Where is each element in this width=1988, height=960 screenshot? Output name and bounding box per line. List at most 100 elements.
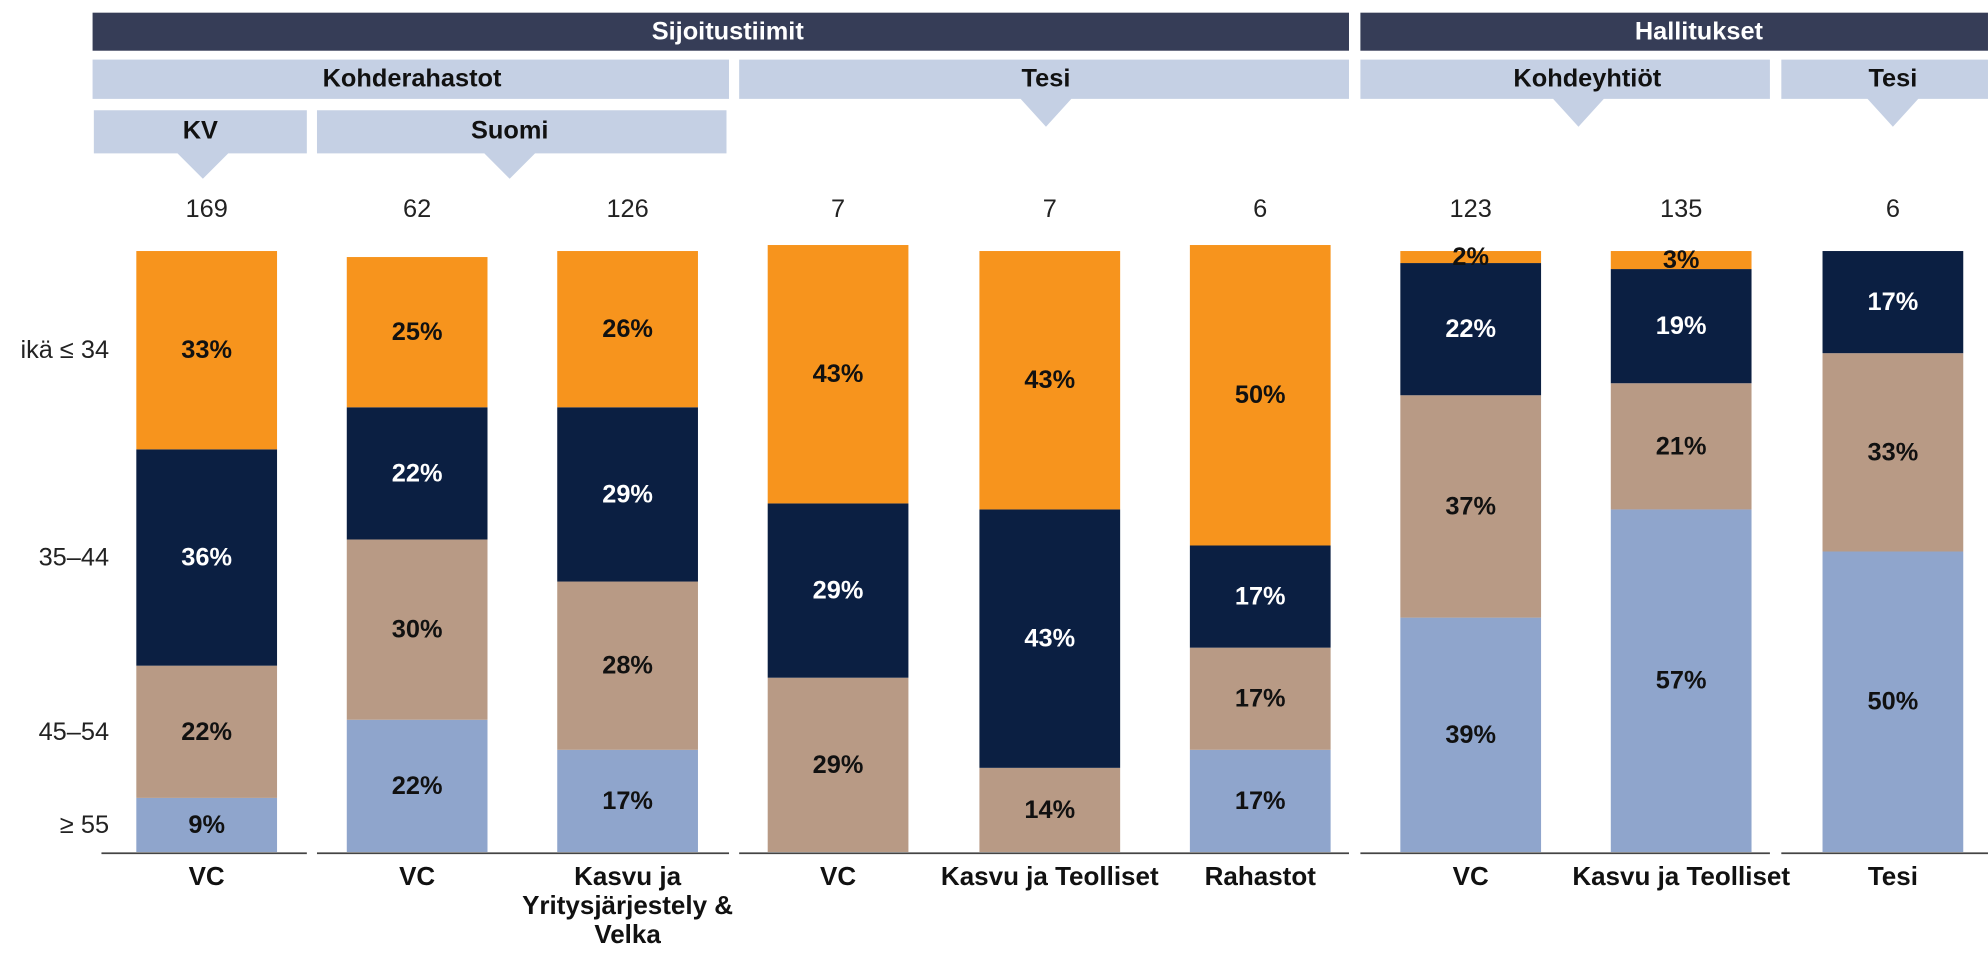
- count-label: 6: [1886, 195, 1900, 223]
- bar-segment: [767, 503, 909, 678]
- bar-segment: [1610, 383, 1752, 510]
- count-label: 169: [186, 195, 228, 223]
- value-label: 43%: [1024, 625, 1075, 653]
- value-label: 22%: [392, 772, 443, 800]
- bar-segment: [346, 539, 488, 720]
- count-label: 123: [1450, 195, 1492, 223]
- bar-segment: [1822, 251, 1964, 354]
- value-label: 17%: [1235, 787, 1286, 815]
- value-label: 2%: [1452, 243, 1489, 271]
- bar-segment: [979, 509, 1121, 768]
- group-label: Sijoitustiimit: [652, 18, 805, 46]
- bar-segment: [557, 749, 698, 852]
- subheader-bar: [739, 59, 1349, 127]
- category-label: VC: [1452, 861, 1489, 892]
- value-label: 29%: [813, 577, 864, 605]
- value-label: 17%: [602, 787, 653, 815]
- count-label: 135: [1660, 195, 1702, 223]
- value-label: 3%: [1663, 246, 1700, 274]
- bar-segment: [136, 797, 278, 852]
- value-label: 29%: [602, 480, 653, 508]
- bar-segment: [767, 245, 909, 504]
- bar-segment: [1400, 617, 1542, 852]
- category-label: VC: [399, 861, 436, 892]
- value-label: 33%: [181, 336, 232, 364]
- bar-segment: [979, 767, 1121, 852]
- bar-segment: [346, 407, 488, 540]
- bar-segment: [979, 251, 1121, 510]
- bar-segment: [557, 407, 698, 582]
- value-label: 22%: [181, 718, 232, 746]
- count-label: 126: [606, 195, 648, 223]
- bar-segment: [767, 677, 909, 852]
- value-label: 37%: [1445, 492, 1496, 520]
- count-label: 6: [1253, 195, 1267, 223]
- category-label: Rahastot: [1204, 861, 1316, 892]
- bar-segment: [1189, 245, 1331, 546]
- category-label: VC: [188, 861, 225, 892]
- bar-segment: [557, 251, 698, 408]
- category-label: Kasvu ja Yritysjärjestely & Velka: [522, 861, 734, 950]
- value-label: 30%: [392, 616, 443, 644]
- subgroup-label: Tesi: [1022, 65, 1071, 93]
- header-bar: [92, 12, 1349, 51]
- subgroup-label: Kohdeyhtiöt: [1513, 65, 1661, 93]
- value-label: 22%: [1445, 315, 1496, 343]
- bar-segment: [136, 251, 278, 450]
- bar-segment: [136, 449, 278, 666]
- value-label: 26%: [602, 315, 653, 343]
- value-label: 19%: [1656, 312, 1707, 340]
- category-label: Tesi: [1867, 861, 1918, 892]
- value-label: 50%: [1235, 381, 1286, 409]
- value-label: 17%: [1235, 685, 1286, 713]
- subgroup-label: Tesi: [1868, 65, 1917, 93]
- value-label: 25%: [392, 318, 443, 346]
- value-label: 36%: [181, 543, 232, 571]
- header-bar: [1360, 12, 1988, 51]
- legend-label: ≥ 55: [60, 811, 109, 839]
- bar-segment: [1822, 551, 1964, 852]
- value-label: 43%: [813, 360, 864, 388]
- subheader-bar: [92, 59, 730, 99]
- bar-segment: [1610, 269, 1752, 384]
- value-label: 17%: [1235, 583, 1286, 611]
- bar-segment: [1400, 263, 1542, 396]
- category-label: Kasvu ja Teolliset: [940, 861, 1159, 892]
- value-label: 14%: [1024, 796, 1075, 824]
- bar-segment: [1189, 647, 1331, 750]
- bar-segment: [1400, 251, 1542, 264]
- value-label: 17%: [1868, 288, 1919, 316]
- subsubgroup-label: KV: [183, 117, 218, 145]
- value-label: 33%: [1868, 438, 1919, 466]
- legend-label: ikä ≤ 34: [20, 336, 109, 364]
- value-label: 22%: [392, 459, 443, 487]
- value-label: 28%: [602, 652, 653, 680]
- value-label: 50%: [1868, 688, 1919, 716]
- subsubheader-bar: [316, 110, 727, 179]
- bar-segment: [346, 719, 488, 852]
- bar-segment: [1822, 353, 1964, 552]
- subsubheader-bar: [93, 110, 307, 179]
- count-label: 7: [831, 195, 845, 223]
- value-label: 21%: [1656, 432, 1707, 460]
- subheader-bar: [1360, 59, 1770, 127]
- subheader-bar: [1781, 59, 1988, 127]
- bar-segment: [1400, 395, 1542, 618]
- subsubgroup-label: Suomi: [471, 117, 548, 145]
- subgroup-label: Kohderahastot: [323, 65, 502, 93]
- bar-segment: [346, 257, 488, 408]
- group-label: Hallitukset: [1635, 18, 1764, 46]
- category-label: Kasvu ja Teolliset: [1572, 861, 1791, 892]
- value-label: 57%: [1656, 667, 1707, 695]
- value-label: 39%: [1445, 721, 1496, 749]
- bar-segment: [1610, 509, 1752, 852]
- category-label: VC: [819, 861, 857, 892]
- bar-segment: [1610, 251, 1752, 270]
- count-label: 62: [403, 195, 431, 223]
- bar-segment: [557, 581, 698, 750]
- bar-segment: [1189, 749, 1331, 852]
- value-label: 29%: [813, 751, 864, 779]
- legend-label: 45–54: [39, 718, 109, 746]
